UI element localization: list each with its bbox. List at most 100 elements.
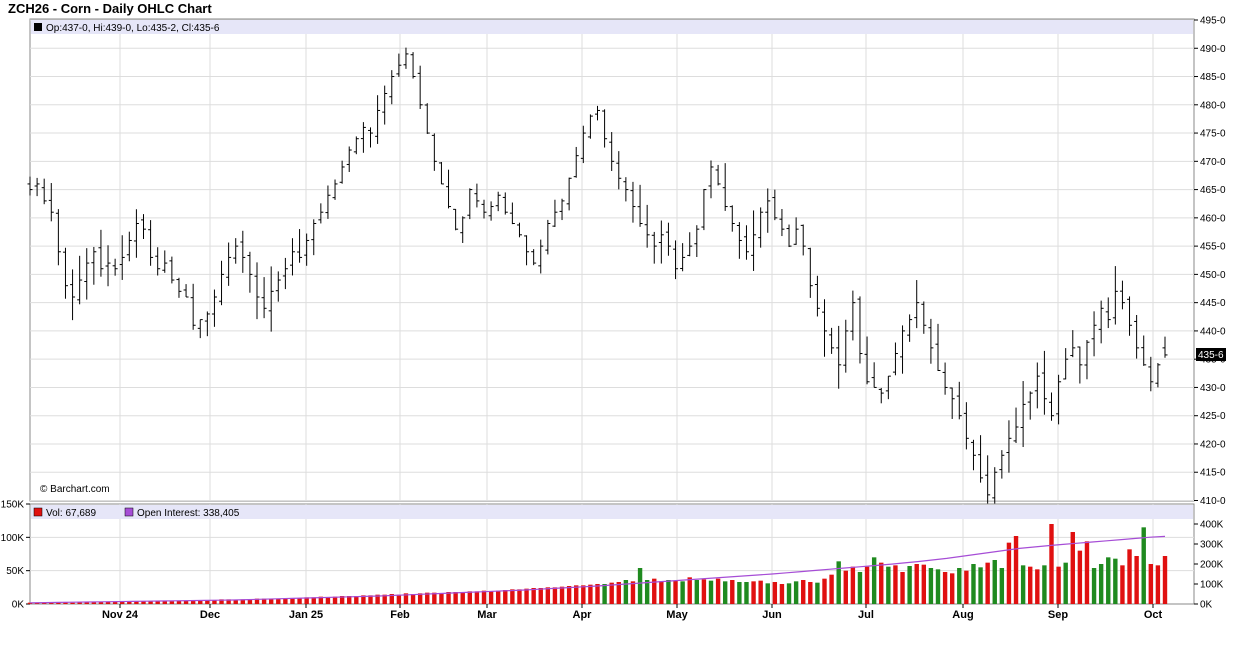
volume-bar [949,573,955,604]
volume-bar [659,581,664,604]
volume-bar [332,596,338,604]
ohlc-bar [1091,311,1097,357]
price-tick-label: 420-0 [1200,439,1226,450]
volume-bar [574,585,579,604]
volume-bar [893,565,898,604]
ohlc-bar [240,230,246,273]
ohlc-bar [1141,335,1147,366]
ohlc-bar [1041,350,1047,415]
ohlc-bar [396,53,402,77]
volume-bar [1113,558,1118,604]
ohlc-bar [1070,330,1076,358]
ohlc-bar [304,233,310,266]
volume-bar [829,574,834,604]
volume-bar [290,598,295,604]
oi-tick-label: 300K [1200,540,1224,551]
volume-bar [673,580,678,604]
ohlc-bar [141,214,146,240]
volume-bar [410,594,416,604]
ohlc-bar [176,277,182,298]
ohlc-bar [460,216,466,243]
volume-bar [694,580,700,604]
volume-bar [120,602,125,604]
volume-bar [1013,536,1019,604]
volume-bar [879,562,884,604]
volume-bar [254,598,260,604]
volume-bar [935,569,941,604]
ohlc-bar [353,136,359,155]
ohlc-bar [112,258,118,276]
volume-bar [609,582,614,604]
ohlc-bar [609,132,615,171]
x-axis: Nov 24 Dec Jan 25 Feb Mar Apr May Jun Jul Aug Sep O… [102,604,1163,621]
x-tick-label: Dec [200,609,220,621]
price-y-axis: 495-0 490-0 485-0 480-0 475-0 470-0 465-0 460-0… [1194,16,1226,507]
volume-bar [822,578,827,604]
ohlc-bar [1020,381,1026,448]
volume-bar [779,584,785,604]
volume-bar [240,599,246,604]
price-tick-label: 425-0 [1200,411,1226,422]
ohlc-bar [928,318,934,364]
ohlc-bar [453,208,459,231]
ohlc-bar [318,203,324,224]
ohlc-bar [758,207,764,248]
ohlc-bar [1112,266,1118,325]
volume-bar [70,602,75,604]
volume-bar [325,597,331,604]
volume-bar [559,586,565,604]
volume-bar [112,602,118,604]
ohlc-bar [715,164,721,186]
x-tick-label: Nov 24 [102,609,139,621]
volume-bar [339,596,345,604]
ohlc-bar [41,178,47,205]
x-tick-label: Mar [477,609,497,621]
volume-bar [205,600,210,604]
volume-bar [701,579,707,604]
volume-bar [219,599,224,604]
ohlc-bar [481,199,487,219]
volume-bar [1070,532,1075,604]
volume-bar [503,590,508,604]
ohlc-bar [552,199,558,227]
volume-bar [595,584,600,604]
volume-bar [801,580,806,604]
x-tick-label: Oct [1144,609,1163,621]
ohlc-bar [885,375,891,400]
volume-bar [999,568,1005,604]
ohlc-bar [1148,356,1154,392]
volume-bar [446,592,451,604]
volume-bar [545,587,551,604]
volume-bar [226,599,231,604]
ohlc-bar [658,220,664,264]
ohlc-bar [644,204,650,248]
volume-legend-band [31,505,1193,519]
ohlc-bar [70,269,76,321]
volume-bar [1134,556,1139,604]
ohlc-bar [346,146,352,172]
ohlc-bar [921,301,927,334]
volume-bar [1091,568,1097,604]
ohlc-bar [368,127,373,148]
ohlc-bar [126,231,132,262]
volume-tick-label: 50K [6,566,24,577]
volume-bar [198,600,203,604]
ohlc-bar [34,177,40,197]
ohlc-bar [580,125,586,164]
volume-bar [836,561,841,604]
ohlc-bar [942,362,948,395]
ohlc-bar [91,246,97,285]
ohlc-bar [289,238,295,276]
ohlc-bar [814,275,820,317]
x-tick-label: Jan 25 [289,609,323,621]
price-tick-label: 465-0 [1200,185,1226,196]
price-panel [29,18,1195,502]
ohlc-bar [403,47,409,69]
ohlc-bar [616,151,622,190]
volume-bar [985,562,990,604]
volume-bar [957,568,962,604]
ohlc-bar [680,243,686,272]
price-tick-label: 485-0 [1200,72,1226,83]
oi-tick-label: 200K [1200,560,1224,571]
